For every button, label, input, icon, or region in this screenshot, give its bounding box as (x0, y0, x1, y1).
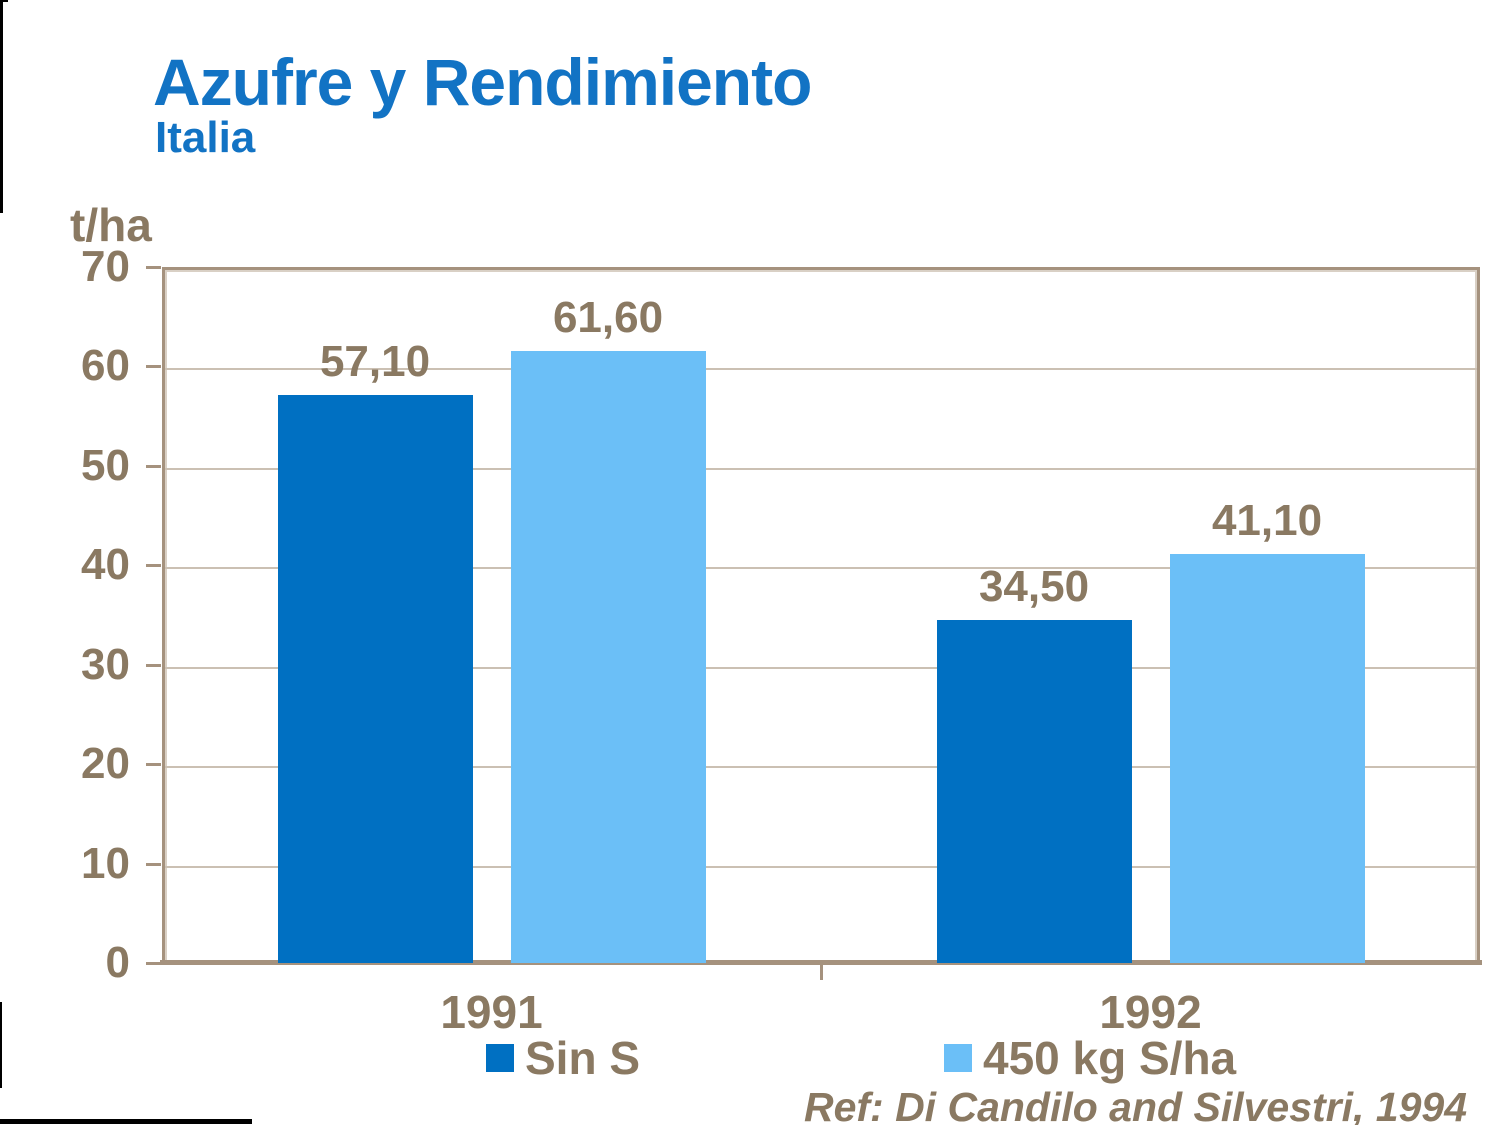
bar-1992-450kg (1169, 554, 1365, 963)
bar-value-1992-450kg: 41,10 (1211, 496, 1323, 546)
x-axis-center-tick (820, 965, 823, 980)
y-tick-mark-60 (146, 365, 161, 369)
y-tick-label-50: 50 (81, 440, 130, 490)
gridline-20 (165, 766, 1477, 769)
bar-1991-450kg (510, 350, 706, 963)
y-tick-label-70: 70 (81, 242, 130, 291)
y-tick-mark-40 (146, 564, 161, 568)
scan-artifact-left-bottom (0, 1002, 2, 1088)
legend-item-450kg: 450 kg S/ha (944, 1032, 1237, 1084)
y-tick-mark-0 (146, 962, 161, 965)
x-category-label-1991: 1991 (440, 986, 543, 1038)
x-category-label-1992: 1992 (1099, 986, 1202, 1038)
y-tick-label-20: 20 (81, 739, 130, 789)
bar-1991-sin-s (277, 395, 473, 963)
gridline-50 (165, 467, 1477, 470)
chart-title: Azufre y Rendimiento (153, 45, 812, 119)
gridline-40 (165, 567, 1477, 570)
scan-artifact-left-top (0, 0, 3, 213)
legend-item-sin-s: Sin S (486, 1032, 641, 1084)
y-tick-label-0: 0 (105, 938, 130, 987)
legend-swatch-light-blue (944, 1044, 972, 1072)
y-tick-label-30: 30 (81, 639, 130, 689)
gridline-60 (165, 368, 1477, 371)
y-tick-mark-50 (146, 464, 161, 468)
reference-citation: Ref: Di Candilo and Silvestri, 1994 (803, 1084, 1467, 1125)
legend-label-sin-s: Sin S (525, 1032, 641, 1084)
gridline-10 (165, 865, 1477, 868)
scan-artifact-bottom-left (0, 1119, 252, 1124)
x-axis-line (160, 960, 1482, 965)
bar-value-1991-sin-s: 57,10 (319, 337, 431, 387)
y-tick-mark-30 (146, 663, 161, 667)
y-tick-label-60: 60 (81, 341, 130, 391)
y-tick-label-10: 10 (81, 838, 130, 888)
y-tick-mark-20 (146, 763, 161, 767)
bar-value-1992-sin-s: 34,50 (978, 561, 1090, 611)
y-tick-label-40: 40 (81, 540, 130, 590)
bar-1992-sin-s (936, 619, 1132, 963)
y-tick-mark-10 (146, 862, 161, 866)
bar-value-1991-450kg: 61,60 (552, 292, 664, 342)
y-axis-unit-label: t/ha (70, 199, 152, 251)
legend-swatch-dark-blue (486, 1044, 514, 1072)
gridline-30 (165, 666, 1477, 669)
y-tick-mark-70 (146, 266, 161, 269)
chart-subtitle: Italia (155, 113, 256, 162)
legend-label-450kg: 450 kg S/ha (983, 1032, 1237, 1084)
scan-artifact-top-left (0, 0, 8, 2)
